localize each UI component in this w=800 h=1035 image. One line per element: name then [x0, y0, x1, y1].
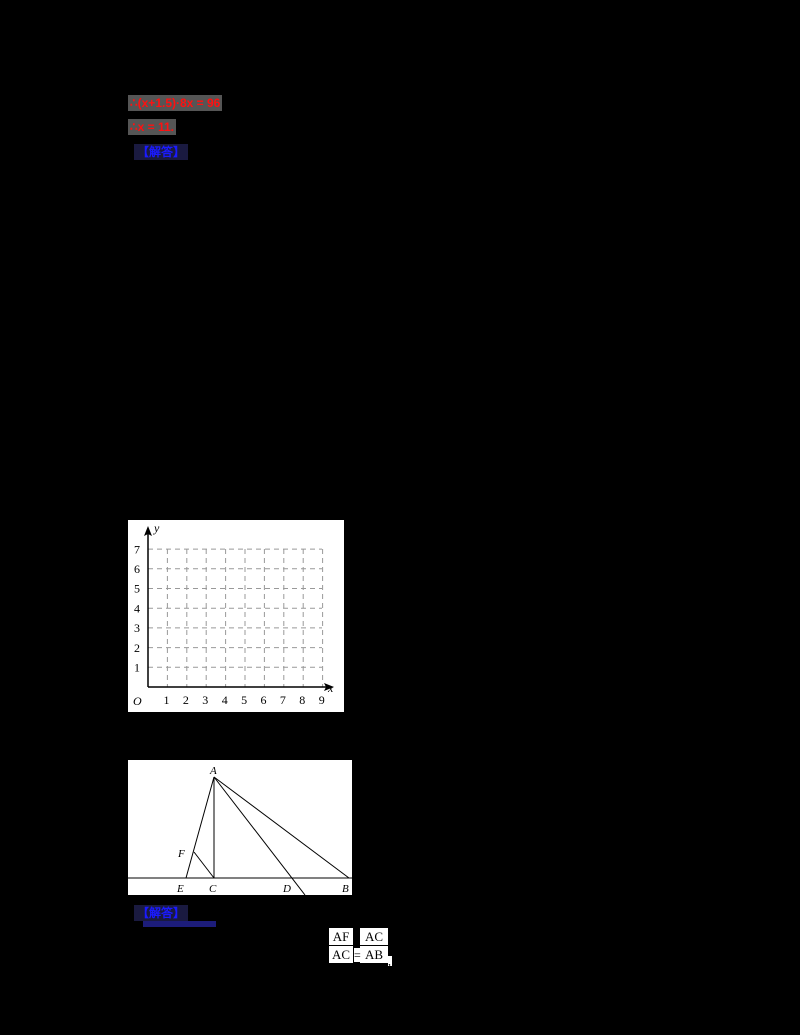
- fraction-denominator: AC: [332, 947, 351, 962]
- x-tick: 4: [222, 693, 228, 707]
- y-tick: 6: [134, 562, 140, 576]
- answer-heading-1: 【解答】: [134, 144, 189, 160]
- answer-heading-2: 【解答】: [134, 905, 189, 921]
- solution-line-2: ∴x = 11.: [128, 119, 177, 135]
- x-axis-label: x: [327, 681, 334, 695]
- equals-sign: =: [354, 948, 361, 962]
- fraction-ac-ab: AC AB: [360, 928, 388, 963]
- fraction-af-ac: AF AC: [329, 928, 353, 963]
- y-tick: 2: [134, 641, 140, 655]
- x-tick: 1: [164, 693, 170, 707]
- x-tick: 5: [241, 693, 247, 707]
- coordinate-grid-figure: y x O 1 2 3 4 5 6 7 8 9 1 2 3 4 5 6 7: [128, 520, 344, 712]
- x-tick: 7: [280, 693, 286, 707]
- answer-subtext-strip: [143, 921, 216, 927]
- point-b-label: B: [342, 883, 349, 895]
- x-tick: 3: [202, 693, 208, 707]
- point-e-label: E: [176, 883, 184, 895]
- y-tick: 4: [134, 601, 140, 615]
- point-f-label: F: [177, 848, 185, 860]
- y-tick: 5: [134, 582, 140, 596]
- x-tick: 6: [261, 693, 267, 707]
- point-c-label: C: [209, 883, 217, 895]
- y-axis-arrow-icon: [144, 526, 152, 536]
- solution-line-1: ∴(x+1.5)·8x = 96: [128, 95, 223, 111]
- point-a-label: A: [209, 765, 217, 777]
- point-d-label: D: [282, 883, 291, 895]
- grid-svg: y x O 1 2 3 4 5 6 7 8 9 1 2 3 4 5 6 7: [133, 521, 334, 708]
- fraction-numerator: AC: [360, 928, 388, 946]
- trailing-comma: ,: [388, 954, 392, 968]
- y-tick: 1: [134, 661, 140, 675]
- x-axis-arrow-icon: [324, 683, 334, 691]
- x-tick: 9: [319, 693, 325, 707]
- fraction-numerator: AF: [329, 928, 353, 946]
- y-tick: 7: [134, 542, 140, 556]
- x-tick: 2: [183, 693, 189, 707]
- triangle-figure: A F E C D B: [128, 760, 352, 896]
- origin-label: O: [133, 694, 142, 708]
- triangle-svg: A F E C D B: [128, 765, 352, 896]
- x-tick: 8: [299, 693, 305, 707]
- fraction-denominator: AB: [364, 947, 384, 962]
- y-axis-label: y: [153, 521, 160, 535]
- y-tick: 3: [134, 621, 140, 635]
